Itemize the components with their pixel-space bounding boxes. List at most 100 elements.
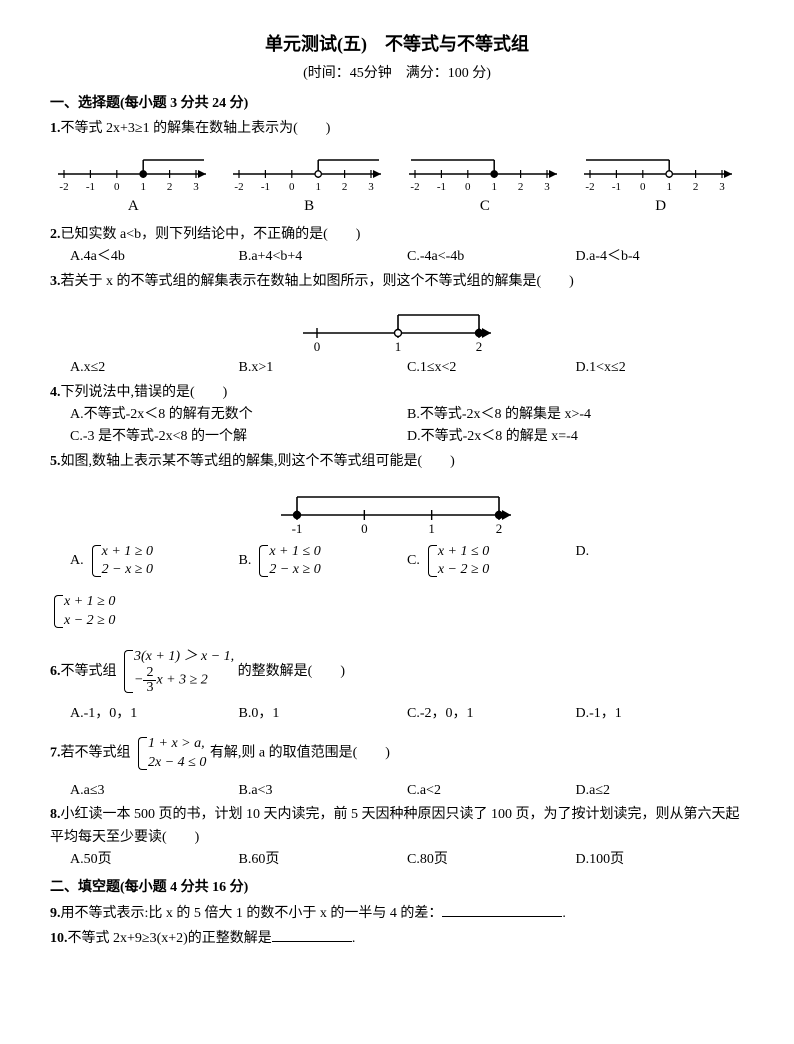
opt-a-label: A (50, 194, 217, 218)
svg-text:2: 2 (342, 181, 348, 192)
numberline-d: -2-10123 (576, 146, 744, 192)
svg-text:3: 3 (544, 181, 550, 192)
q-text: 用不等式表示:比 x 的 5 倍大 1 的数不小于 x 的一半与 4 的差： (61, 906, 443, 921)
eq-line: x − 2 ≥ 0 (438, 561, 489, 579)
opt-c: C.-3 是不等式-2x<8 的一个解 (70, 426, 407, 448)
opt-c: C.1≤x<2 (407, 357, 576, 379)
opt-a: A.x≤2 (70, 357, 239, 379)
q-num: 3. (50, 274, 61, 289)
eq-line: 3(x + 1) ＞ x − 1, (134, 648, 234, 666)
numberline-b: -2-10123 (225, 146, 393, 192)
q-text: 不等式 2x+3≥1 的解集在数轴上表示为( ) (61, 121, 331, 136)
q3-figure: 012 (50, 299, 744, 351)
svg-text:-1: -1 (86, 181, 95, 192)
q-num: 10. (50, 931, 68, 946)
svg-text:-2: -2 (585, 181, 594, 192)
q1-option-labels: A B C D (50, 194, 744, 218)
eq-line: x + 1 ≤ 0 (438, 543, 489, 561)
svg-text:0: 0 (114, 181, 120, 192)
svg-text:1: 1 (140, 181, 146, 192)
svg-text:0: 0 (314, 339, 321, 351)
q-num: 2. (50, 227, 61, 242)
answer-blank[interactable] (442, 902, 562, 917)
brace-icon: x + 1 ≤ 0 x − 2 ≥ 0 (424, 543, 489, 579)
opt-c-label: C (402, 194, 569, 218)
page-title: 单元测试(五) 不等式与不等式组 (50, 30, 744, 59)
q-end: . (352, 931, 356, 946)
question-5: 5.如图,数轴上表示某不等式组的解集,则这个不等式组可能是( ) (50, 451, 744, 473)
q5-opt-d-body: x + 1 ≥ 0 x − 2 ≥ 0 (50, 591, 744, 631)
opt-c-label: C. (407, 550, 420, 572)
eq-line: 2 − x ≥ 0 (102, 561, 153, 579)
svg-text:0: 0 (465, 181, 471, 192)
svg-text:1: 1 (491, 181, 497, 192)
q-text: 下列说法中,错误的是( ) (61, 385, 228, 400)
brace-icon: x + 1 ≥ 0 2 − x ≥ 0 (88, 543, 153, 579)
svg-text:-2: -2 (59, 181, 68, 192)
opt-a: A.a≤3 (70, 780, 239, 802)
q-num: 1. (50, 121, 61, 136)
opt-d: D.a≤2 (576, 780, 745, 802)
opt-b: B. x + 1 ≤ 0 2 − x ≥ 0 (239, 541, 408, 581)
q4-options: A.不等式-2x＜8 的解有无数个 B.不等式-2x＜8 的解集是 x>-4 C… (70, 404, 744, 449)
q3-options: A.x≤2 B.x>1 C.1≤x<2 D.1<x≤2 (70, 357, 744, 379)
eq-line: x + 1 ≥ 0 (102, 543, 153, 561)
svg-text:-1: -1 (261, 181, 270, 192)
opt-c: C.a<2 (407, 780, 576, 802)
section-1-heading: 一、选择题(每小题 3 分共 24 分) (50, 93, 744, 115)
q-num: 7. (50, 746, 61, 761)
question-9: 9.用不等式表示:比 x 的 5 倍大 1 的数不小于 x 的一半与 4 的差：… (50, 902, 744, 925)
opt-d: D.1<x≤2 (576, 357, 745, 379)
svg-text:-1: -1 (436, 181, 445, 192)
opt-d-label: D. (576, 541, 590, 563)
numberline-q3: 012 (287, 299, 507, 351)
numberline-c: -2-10123 (401, 146, 569, 192)
q8-options: A.50页 B.60页 C.80页 D.100页 (70, 849, 744, 871)
opt-b: B.0，1 (239, 703, 408, 725)
svg-text:0: 0 (289, 181, 295, 192)
eq-line: 2 − x ≥ 0 (269, 561, 320, 579)
question-3: 3.若关于 x 的不等式组的解集表示在数轴上如图所示，则这个不等式组的解集是( … (50, 271, 744, 293)
q2-options: A.4a＜4b B.a+4<b+4 C.-4a<-4b D.a-4＜b-4 (70, 246, 744, 268)
q-post: 的整数解是( ) (238, 664, 345, 679)
q-text: 若关于 x 的不等式组的解集表示在数轴上如图所示，则这个不等式组的解集是( ) (61, 274, 574, 289)
opt-a: A.-1，0，1 (70, 703, 239, 725)
question-1: 1.不等式 2x+3≥1 的解集在数轴上表示为( ) (50, 118, 744, 140)
eq-rest: x + 3 ≥ 2 (156, 673, 207, 688)
question-7: 7.若不等式组 1 + x > a, 2x − 4 ≤ 0 有解,则 a 的取值… (50, 733, 744, 773)
opt-d: D.100页 (576, 849, 745, 871)
opt-c: C. x + 1 ≤ 0 x − 2 ≥ 0 (407, 541, 576, 581)
svg-text:1: 1 (428, 521, 435, 535)
frac-num: 2 (143, 666, 156, 681)
eq-line: x + 1 ≤ 0 (269, 543, 320, 561)
q-num: 5. (50, 454, 61, 469)
svg-text:-1: -1 (612, 181, 621, 192)
svg-text:-2: -2 (235, 181, 244, 192)
svg-text:3: 3 (193, 181, 199, 192)
q-num: 9. (50, 906, 61, 921)
question-8: 8.小红读一本 500 页的书，计划 10 天内读完，前 5 天因种种原因只读了… (50, 804, 744, 849)
answer-blank[interactable] (272, 927, 352, 942)
eq-line: 2x − 4 ≤ 0 (148, 754, 206, 772)
svg-text:1: 1 (316, 181, 322, 192)
opt-b: B.不等式-2x＜8 的解集是 x>-4 (407, 404, 744, 426)
opt-b-label: B. (239, 550, 252, 572)
frac-den: 3 (143, 681, 156, 695)
eq-line: 1 + x > a, (148, 735, 206, 753)
opt-a: A. x + 1 ≥ 0 2 − x ≥ 0 (70, 541, 239, 581)
q-num: 6. (50, 664, 61, 679)
section-2-heading: 二、填空题(每小题 4 分共 16 分) (50, 877, 744, 899)
eq-line: x + 1 ≥ 0 (64, 593, 115, 611)
brace-icon: x + 1 ≥ 0 x − 2 ≥ 0 (50, 593, 115, 629)
q5-figure: -1012 (50, 479, 744, 535)
svg-text:3: 3 (719, 181, 725, 192)
page-subtitle: (时间：45分钟 满分：100 分) (50, 63, 744, 85)
opt-b: B.a+4<b+4 (239, 246, 408, 268)
svg-text:2: 2 (693, 181, 699, 192)
numberline-a: -2-10123 (50, 146, 218, 192)
opt-b: B.a<3 (239, 780, 408, 802)
opt-d: D.a-4＜b-4 (576, 246, 745, 268)
opt-a: A.50页 (70, 849, 239, 871)
opt-b: B.x>1 (239, 357, 408, 379)
opt-b: B.60页 (239, 849, 408, 871)
